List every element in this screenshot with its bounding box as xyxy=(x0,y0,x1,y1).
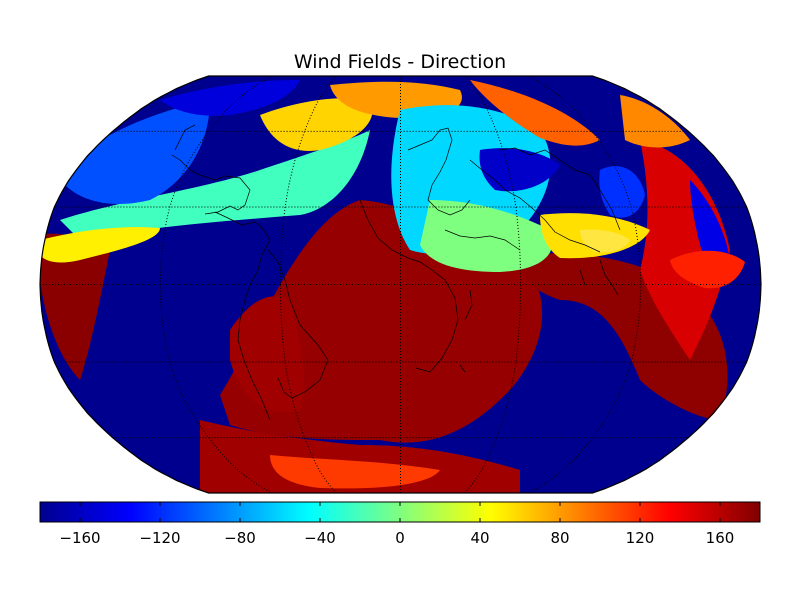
colorbar-ticks: −160 −120 −80 −40 0 40 80 120 160 xyxy=(59,502,734,547)
colorbar-tick-label: 80 xyxy=(550,529,569,547)
graticule-meridian xyxy=(159,76,273,493)
wind-direction-patch xyxy=(230,296,305,413)
wind-direction-patch xyxy=(580,229,630,253)
wind-direction-patch xyxy=(620,95,690,148)
wind-direction-patch xyxy=(640,140,730,360)
wind-direction-patch xyxy=(200,420,520,493)
wind-direction-patch xyxy=(690,180,730,264)
wind-direction-patch xyxy=(670,250,745,289)
colorbar-tick-label: −80 xyxy=(224,529,256,547)
wind-direction-patch xyxy=(479,148,560,192)
graticule-meridian xyxy=(528,76,642,493)
map-title: Wind Fields - Direction xyxy=(293,51,507,73)
wind-direction-patch xyxy=(260,98,373,151)
coastline xyxy=(407,127,471,216)
coastline xyxy=(267,249,329,399)
wind-direction-patch xyxy=(420,200,553,272)
coastline xyxy=(579,259,619,296)
coastlines xyxy=(171,124,621,421)
coastline xyxy=(499,147,621,231)
wind-direction-patch xyxy=(65,100,210,205)
graticule xyxy=(40,76,761,493)
coastline xyxy=(459,289,473,373)
coastline xyxy=(171,124,251,215)
coastline xyxy=(469,159,601,253)
coastline xyxy=(359,199,459,373)
globe-frame xyxy=(39,75,762,494)
wind-direction-patch xyxy=(470,80,600,146)
colorbar-tick-label: 120 xyxy=(626,529,655,547)
wind-direction-patch xyxy=(40,227,160,263)
colorbar-tick-label: −40 xyxy=(304,529,336,547)
wind-direction-patch xyxy=(60,130,370,240)
coastline xyxy=(214,211,271,421)
colorbar-tick-label: −160 xyxy=(59,529,100,547)
wind-direction-patch xyxy=(599,166,645,218)
wind-direction-patch xyxy=(270,455,440,489)
wind-direction-field xyxy=(40,80,745,493)
colorbar-tick-label: −120 xyxy=(139,529,180,547)
colorbar-tick-label: 160 xyxy=(706,529,735,547)
coastline xyxy=(444,229,521,251)
wind-direction-patch xyxy=(160,80,300,116)
colorbar-tick-label: 40 xyxy=(470,529,489,547)
wind-direction-patch xyxy=(40,233,110,380)
colorbar-tick-label: 0 xyxy=(395,529,405,547)
